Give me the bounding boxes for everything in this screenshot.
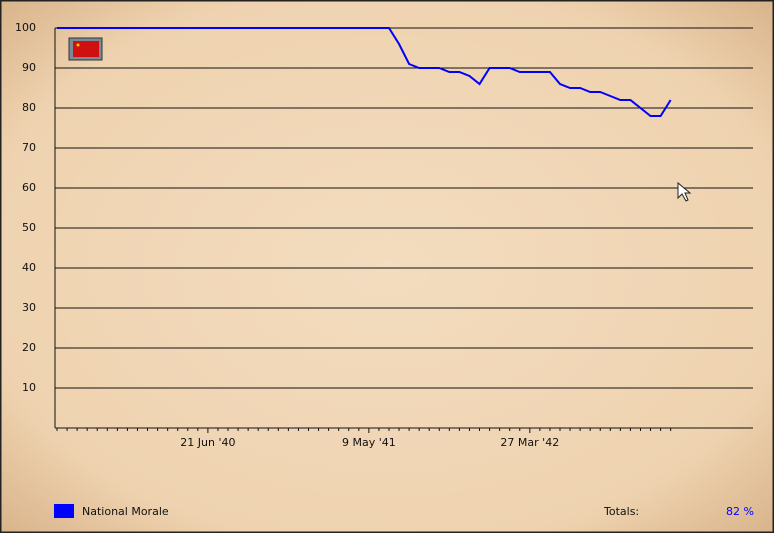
cursor	[677, 181, 692, 202]
y-tick-label: 90	[22, 61, 36, 74]
x-tick-label: 9 May '41	[342, 436, 396, 449]
y-tick-label: 20	[22, 341, 36, 354]
x-tick-label: 27 Mar '42	[500, 436, 559, 449]
y-tick-label: 60	[22, 181, 36, 194]
y-tick-label: 30	[22, 301, 36, 314]
y-tick-label: 50	[22, 221, 36, 234]
y-tick-label: 70	[22, 141, 36, 154]
y-tick-label: 40	[22, 261, 36, 274]
legend-swatch	[54, 504, 74, 518]
totals-label: Totals:	[603, 505, 639, 518]
y-tick-label: 100	[15, 21, 36, 34]
flag-icon	[68, 37, 103, 61]
y-tick-label: 10	[22, 381, 36, 394]
totals-value: 82 %	[726, 505, 754, 518]
x-tick-label: 21 Jun '40	[180, 436, 235, 449]
plot: 10 20 30 40 50 60 70 80 90 100 21 Jun '40 9 May '41…	[15, 21, 753, 449]
legend-label: National Morale	[82, 505, 169, 518]
y-tick-label: 80	[22, 101, 36, 114]
line	[57, 27, 672, 117]
